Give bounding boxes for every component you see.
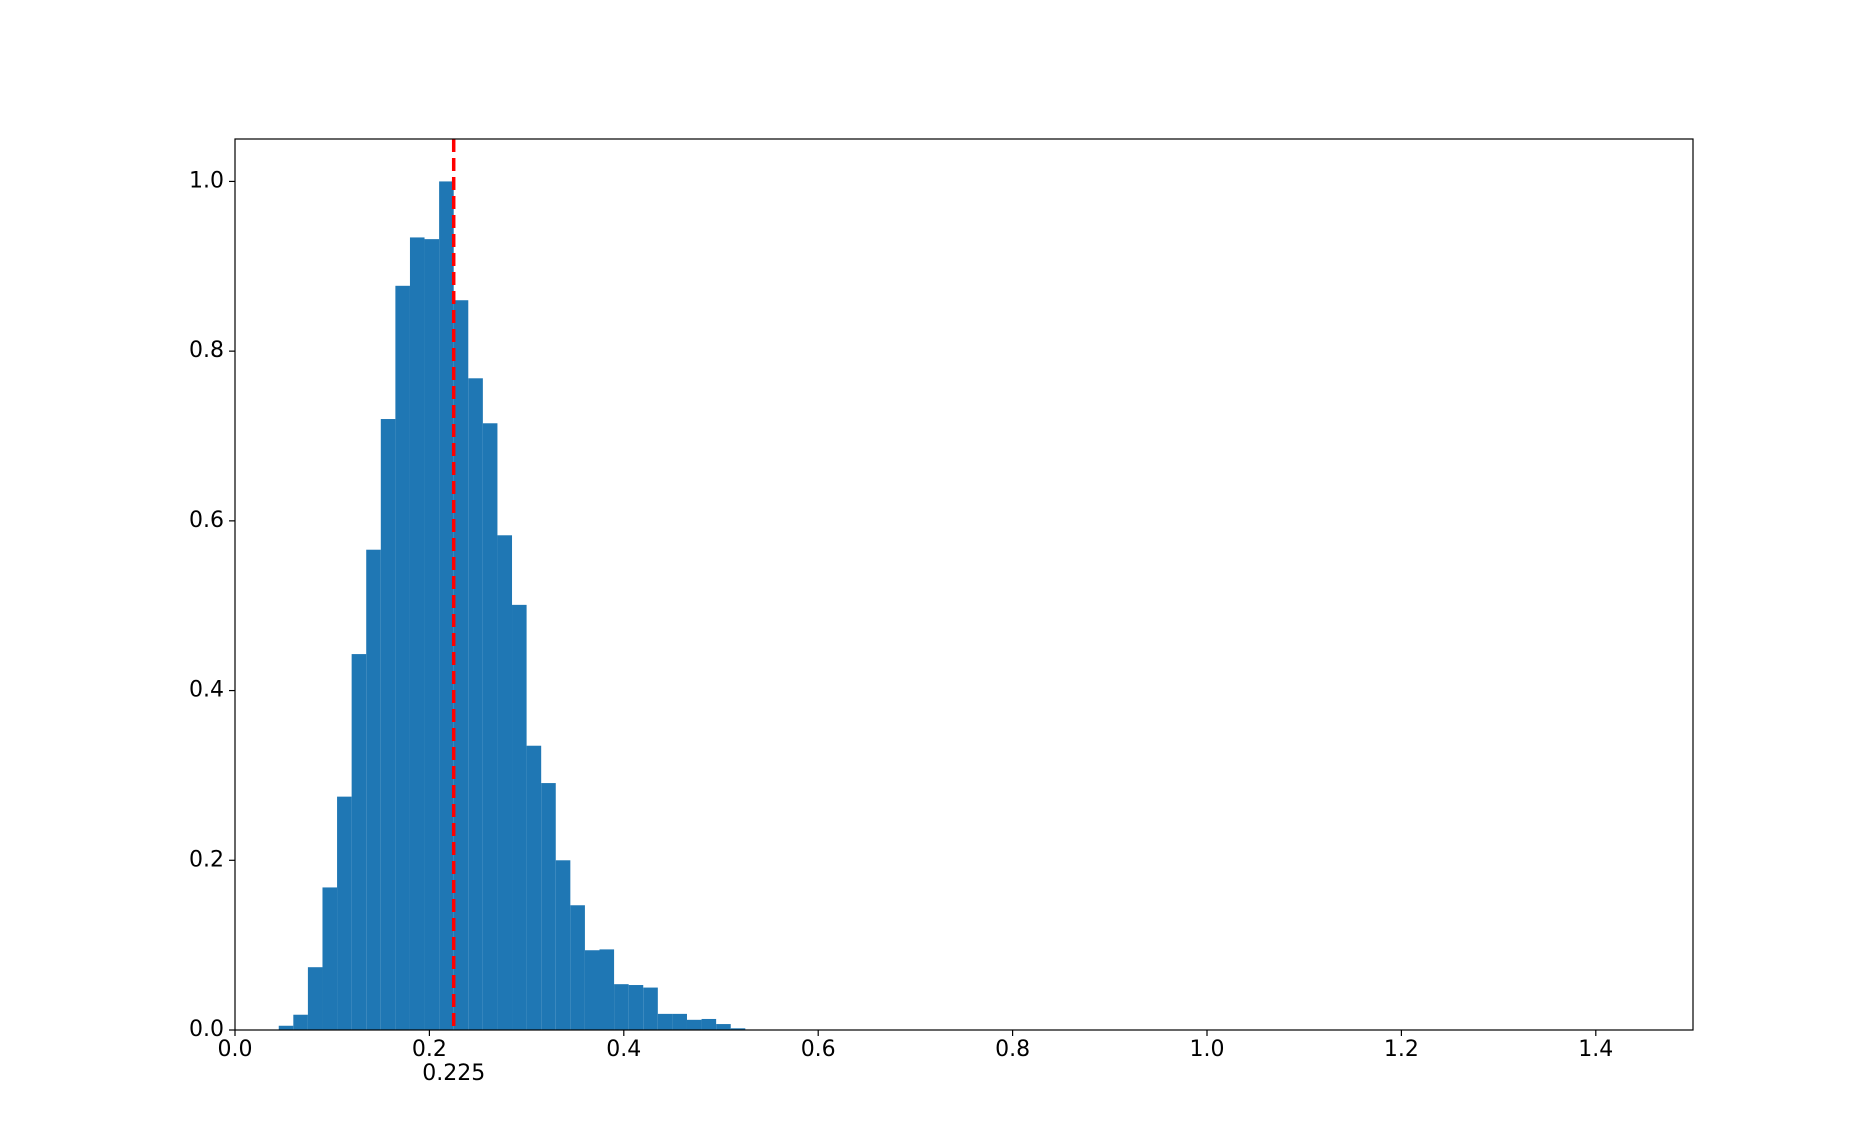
bar xyxy=(730,1028,746,1030)
bar xyxy=(278,1025,294,1030)
bar xyxy=(468,378,483,1031)
bar xyxy=(293,1014,308,1030)
bar xyxy=(716,1024,731,1030)
bar xyxy=(643,987,658,1030)
x-tick-label: 0.8 xyxy=(995,1037,1030,1062)
bar xyxy=(628,985,644,1030)
x-tick-label: 0.6 xyxy=(801,1037,836,1062)
bar xyxy=(570,905,585,1030)
bar xyxy=(512,604,527,1030)
bar xyxy=(439,181,454,1030)
y-tick-label: 1.0 xyxy=(189,168,224,193)
bar xyxy=(409,237,425,1031)
reference-label: 0.225 xyxy=(422,1061,485,1086)
x-tick-label: 1.0 xyxy=(1190,1037,1225,1062)
bar xyxy=(657,1013,673,1030)
plot-frame xyxy=(234,138,1694,1031)
bar xyxy=(351,654,367,1030)
bar xyxy=(380,419,396,1030)
bar xyxy=(453,300,469,1030)
bar xyxy=(672,1013,687,1030)
y-tick-label: 0.8 xyxy=(189,338,224,363)
bar xyxy=(555,860,571,1030)
bar xyxy=(307,967,323,1030)
bar xyxy=(322,887,338,1030)
bar xyxy=(424,239,440,1031)
bar xyxy=(614,984,629,1030)
bar xyxy=(584,950,600,1030)
bar xyxy=(497,535,513,1030)
bar xyxy=(337,796,352,1030)
x-tick-label: 0.4 xyxy=(606,1037,641,1062)
x-tick-label: 1.4 xyxy=(1578,1037,1613,1062)
y-tick-label: 0.0 xyxy=(189,1017,224,1042)
bar xyxy=(701,1018,717,1030)
x-tick-label: 0.2 xyxy=(412,1037,447,1062)
bar xyxy=(599,949,615,1030)
x-tick-label: 1.2 xyxy=(1384,1037,1419,1062)
y-tick-label: 0.2 xyxy=(189,847,224,872)
bar xyxy=(366,549,381,1030)
y-tick-label: 0.4 xyxy=(189,678,224,703)
x-tick-label: 0.0 xyxy=(218,1037,253,1062)
bar xyxy=(395,285,410,1030)
bar xyxy=(482,423,498,1030)
bar xyxy=(686,1019,702,1030)
bar xyxy=(541,783,556,1030)
bar xyxy=(526,745,542,1030)
y-tick-label: 0.6 xyxy=(189,508,224,533)
